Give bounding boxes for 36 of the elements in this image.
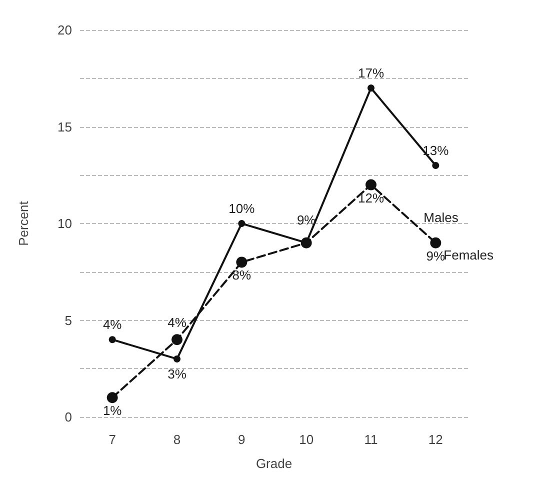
y-tick-label: 15 bbox=[58, 119, 72, 134]
x-tick-label: 10 bbox=[299, 432, 314, 447]
y-axis-title: Percent bbox=[16, 200, 31, 246]
point bbox=[238, 220, 246, 227]
x-axis-title: Grade bbox=[256, 456, 292, 471]
point bbox=[368, 84, 374, 92]
point bbox=[430, 237, 442, 248]
data-label: 13% bbox=[422, 142, 450, 158]
series-label: Females bbox=[444, 247, 494, 262]
data-label: 9% bbox=[426, 248, 446, 264]
data-label: 4% bbox=[168, 315, 187, 330]
data-label: 1% bbox=[102, 403, 122, 418]
text: Males bbox=[424, 210, 459, 225]
x-tick-label: 9 bbox=[238, 432, 246, 447]
y-tick-label: 5 bbox=[64, 312, 72, 328]
y-tick-label: 10 bbox=[58, 216, 72, 231]
x-tick-label: 7 bbox=[108, 432, 116, 447]
data-label: 12% bbox=[358, 190, 384, 206]
data-label: 8% bbox=[232, 268, 252, 283]
point bbox=[174, 355, 180, 362]
data-label: 4% bbox=[102, 317, 122, 332]
point bbox=[236, 256, 248, 268]
data-label: 3% bbox=[168, 366, 187, 382]
point bbox=[366, 179, 376, 190]
x-tick-label: 8 bbox=[173, 432, 181, 447]
data-label: 9% bbox=[296, 212, 316, 228]
x-tick-label: 12 bbox=[428, 432, 443, 447]
point bbox=[432, 162, 440, 169]
y-tick-label: 20 bbox=[58, 22, 72, 38]
point bbox=[172, 334, 182, 346]
x-tick-label: 11 bbox=[364, 432, 378, 447]
data-label: 10% bbox=[228, 201, 256, 216]
y-tick-label: 0 bbox=[64, 410, 72, 424]
data-label: 17% bbox=[358, 66, 384, 81]
point bbox=[108, 336, 116, 344]
point bbox=[106, 392, 118, 404]
